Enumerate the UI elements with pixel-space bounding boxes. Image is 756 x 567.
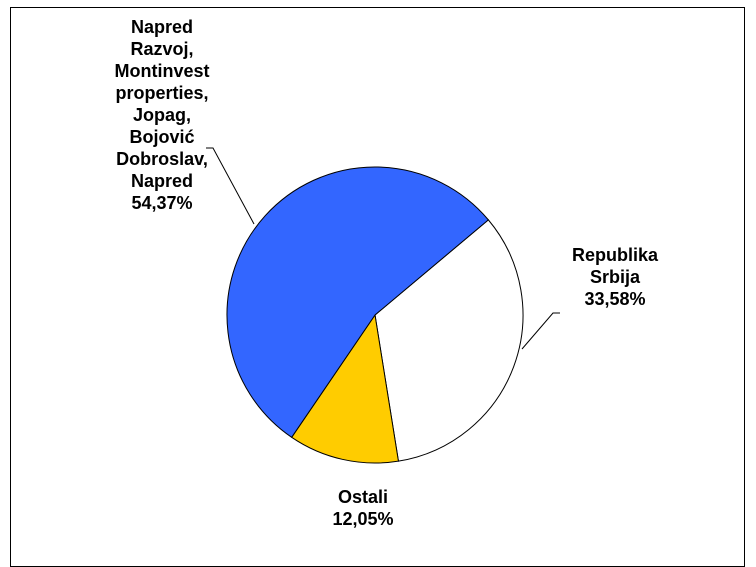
- slice-republika-srbija: [374, 219, 524, 462]
- slice-label-line: Dobroslav,: [116, 149, 208, 169]
- slice-label-line: Ostali: [337, 487, 389, 507]
- slice-ostali: [290, 313, 400, 464]
- leader-line-republika-srbija: [521, 312, 560, 350]
- slice-napred-group: [226, 166, 490, 439]
- slice-value-label: 33,58%: [584, 289, 646, 309]
- slice-label-line: Jopag,: [132, 105, 191, 125]
- slice-label-line: Napred: [130, 171, 193, 191]
- slice-label-line: Republika: [571, 245, 659, 265]
- slice-value-label: 12,05%: [332, 509, 394, 529]
- slice-label-line: Napred: [130, 17, 193, 37]
- slice-value-label: 54,37%: [131, 193, 193, 213]
- slice-label-ostali: Ostali 12,05%: [288, 486, 438, 530]
- slice-label-line: Bojović: [129, 127, 195, 147]
- slice-label-republika-srbija: Republika Srbija 33,58%: [540, 244, 690, 310]
- slice-label-napred-group: Napred Razvoj, Montinvest properties, Jo…: [62, 16, 262, 214]
- slice-label-line: Razvoj,: [130, 39, 194, 59]
- slice-label-line: Srbija: [589, 267, 641, 287]
- slice-label-line: Montinvest: [114, 61, 210, 81]
- slice-label-line: properties,: [115, 83, 209, 103]
- leader-line-napred-group: [206, 147, 255, 225]
- pie-chart: [206, 147, 560, 464]
